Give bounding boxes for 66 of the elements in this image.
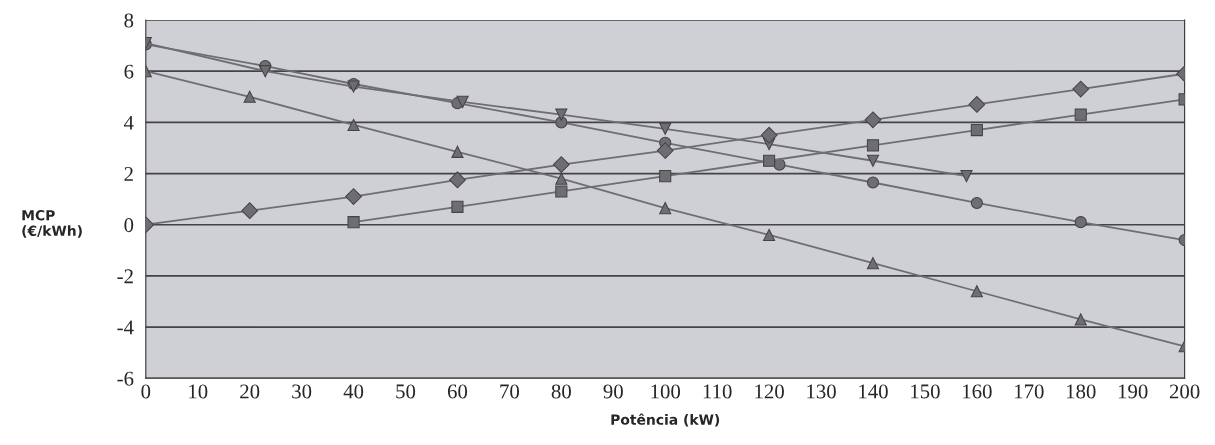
x-tick-label: 120 <box>755 384 784 399</box>
y-tick-label: -6 <box>117 371 134 386</box>
point <box>970 196 983 210</box>
x-tick-label: 50 <box>396 384 416 399</box>
point <box>259 65 272 78</box>
point <box>763 154 776 167</box>
x-tick-label: 190 <box>1118 384 1148 399</box>
point <box>451 145 464 158</box>
x-tick-label: 10 <box>189 384 208 399</box>
x-tick-label: 70 <box>500 384 520 399</box>
point <box>347 216 360 229</box>
point <box>960 170 973 183</box>
x-tick-label: 40 <box>343 384 364 399</box>
point <box>241 202 259 220</box>
x-tick-label: 90 <box>603 384 623 399</box>
point <box>659 122 672 135</box>
x-tick-label: 150 <box>911 384 940 399</box>
x-axis-title: Potência (kW) <box>611 413 720 427</box>
x-tick-label: 110 <box>703 384 732 399</box>
x-tick-label: 200 <box>1169 384 1200 399</box>
point <box>1074 216 1087 229</box>
point <box>970 285 983 298</box>
y-tick-label: 4 <box>123 115 134 130</box>
y-tick-label: -4 <box>117 320 134 335</box>
x-tick-label: 130 <box>807 384 836 399</box>
point <box>970 123 983 137</box>
point <box>659 202 672 215</box>
point <box>866 139 880 152</box>
point <box>552 156 570 173</box>
point <box>763 228 776 242</box>
y-axis-title: MCP (€/kWh) <box>22 209 82 238</box>
point <box>555 108 568 121</box>
point <box>456 95 469 108</box>
point <box>243 90 256 103</box>
point <box>1074 108 1087 121</box>
point <box>555 172 568 185</box>
y-tick-label: 0 <box>124 218 134 233</box>
x-tick-label: 60 <box>447 384 468 399</box>
point <box>760 126 778 144</box>
y-tick-label: 8 <box>124 13 134 28</box>
x-tick-label: 100 <box>651 384 681 399</box>
x-tick-label: 0 <box>141 384 151 399</box>
point <box>656 142 674 159</box>
y-tick-label: -2 <box>117 269 133 284</box>
point <box>866 176 880 189</box>
x-tick-label: 30 <box>292 384 312 399</box>
x-tick-label: 180 <box>1066 384 1096 399</box>
y-tick-label: 2 <box>124 166 133 181</box>
point <box>1074 313 1087 326</box>
point <box>864 111 882 129</box>
point <box>866 257 880 270</box>
x-tick-label: 170 <box>1015 384 1044 399</box>
point <box>659 170 672 183</box>
point <box>451 200 464 213</box>
point <box>449 171 466 189</box>
point <box>1072 80 1090 98</box>
point <box>866 154 880 167</box>
point <box>345 188 362 205</box>
y-tick-label: 6 <box>124 64 134 79</box>
point <box>555 185 568 198</box>
x-tick-label: 80 <box>551 384 571 399</box>
point <box>347 118 360 132</box>
point <box>968 96 986 113</box>
x-tick-label: 160 <box>963 384 992 399</box>
x-tick-label: 20 <box>240 384 260 399</box>
x-tick-label: 140 <box>859 384 888 399</box>
